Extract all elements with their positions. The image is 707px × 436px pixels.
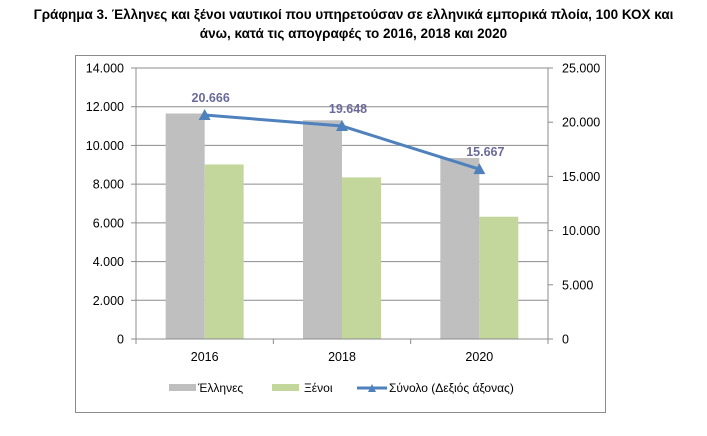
- left-axis-tick-label: 2.000: [93, 294, 124, 308]
- chart-title: Γράφημα 3. Έλληνες και ξένοι ναυτικοί πο…: [0, 5, 707, 43]
- x-axis-tick-label: 2018: [328, 350, 356, 364]
- legend-label-greeks: Έλληνες: [197, 381, 243, 395]
- bar-greeks: [165, 113, 205, 339]
- right-axis-tick-label: 25.000: [562, 62, 600, 76]
- bars: [165, 113, 519, 339]
- total-data-label: 20.666: [192, 91, 230, 105]
- bar-foreigners: [204, 164, 244, 339]
- right-axis-tick-label: 15.000: [562, 170, 600, 184]
- bar-foreigners: [479, 216, 519, 339]
- left-axis-tick-label: 4.000: [93, 255, 124, 269]
- legend-swatch-greeks: [169, 384, 196, 391]
- tick-labels: 0 2.000 4.000 6.000 8.000 10.000 12.000 14.000 0…: [86, 62, 601, 365]
- right-axis-tick-label: 0: [562, 333, 569, 347]
- legend-label-foreigners: Ξένοι: [304, 381, 333, 395]
- chart-title-line-1: Γράφημα 3. Έλληνες και ξένοι ναυτικοί πο…: [33, 7, 674, 22]
- left-axis-tick-label: 6.000: [93, 216, 124, 230]
- x-axis-tick-label: 2016: [191, 350, 219, 364]
- total-line: 20.666 19.648 15.667: [192, 91, 504, 175]
- total-marker: [473, 163, 486, 175]
- total-data-label: 19.648: [329, 102, 367, 116]
- right-axis-tick-label: 5.000: [562, 278, 593, 292]
- total-marker: [336, 120, 348, 132]
- x-axis-tick-label: 2020: [465, 350, 493, 364]
- legend-swatch-foreigners: [272, 384, 299, 391]
- total-marker: [198, 108, 211, 120]
- left-axis-tick-label: 0: [117, 333, 124, 347]
- left-axis-tick-label: 8.000: [93, 178, 124, 192]
- legend-marker-total: [368, 384, 376, 392]
- left-axis-tick-label: 10.000: [86, 139, 124, 153]
- bar-greeks: [440, 158, 480, 339]
- right-axis-tick-label: 20.000: [562, 116, 600, 130]
- right-axis-tick-label: 10.000: [562, 224, 600, 238]
- chart-title-line-2: άνω, κατά τις απογραφές το 2016, 2018 κα…: [199, 26, 508, 41]
- bar-foreigners: [342, 177, 381, 339]
- total-data-label: 15.667: [466, 145, 504, 159]
- legend: Έλληνες Ξένοι Σύνολο (Δεξιός άξονας): [169, 381, 514, 395]
- legend-label-total: Σύνολο (Δεξιός άξονας): [389, 381, 514, 395]
- axes: [131, 67, 553, 344]
- left-axis-tick-label: 12.000: [86, 100, 124, 114]
- left-axis-tick-label: 14.000: [86, 62, 124, 76]
- bar-greeks: [303, 120, 342, 339]
